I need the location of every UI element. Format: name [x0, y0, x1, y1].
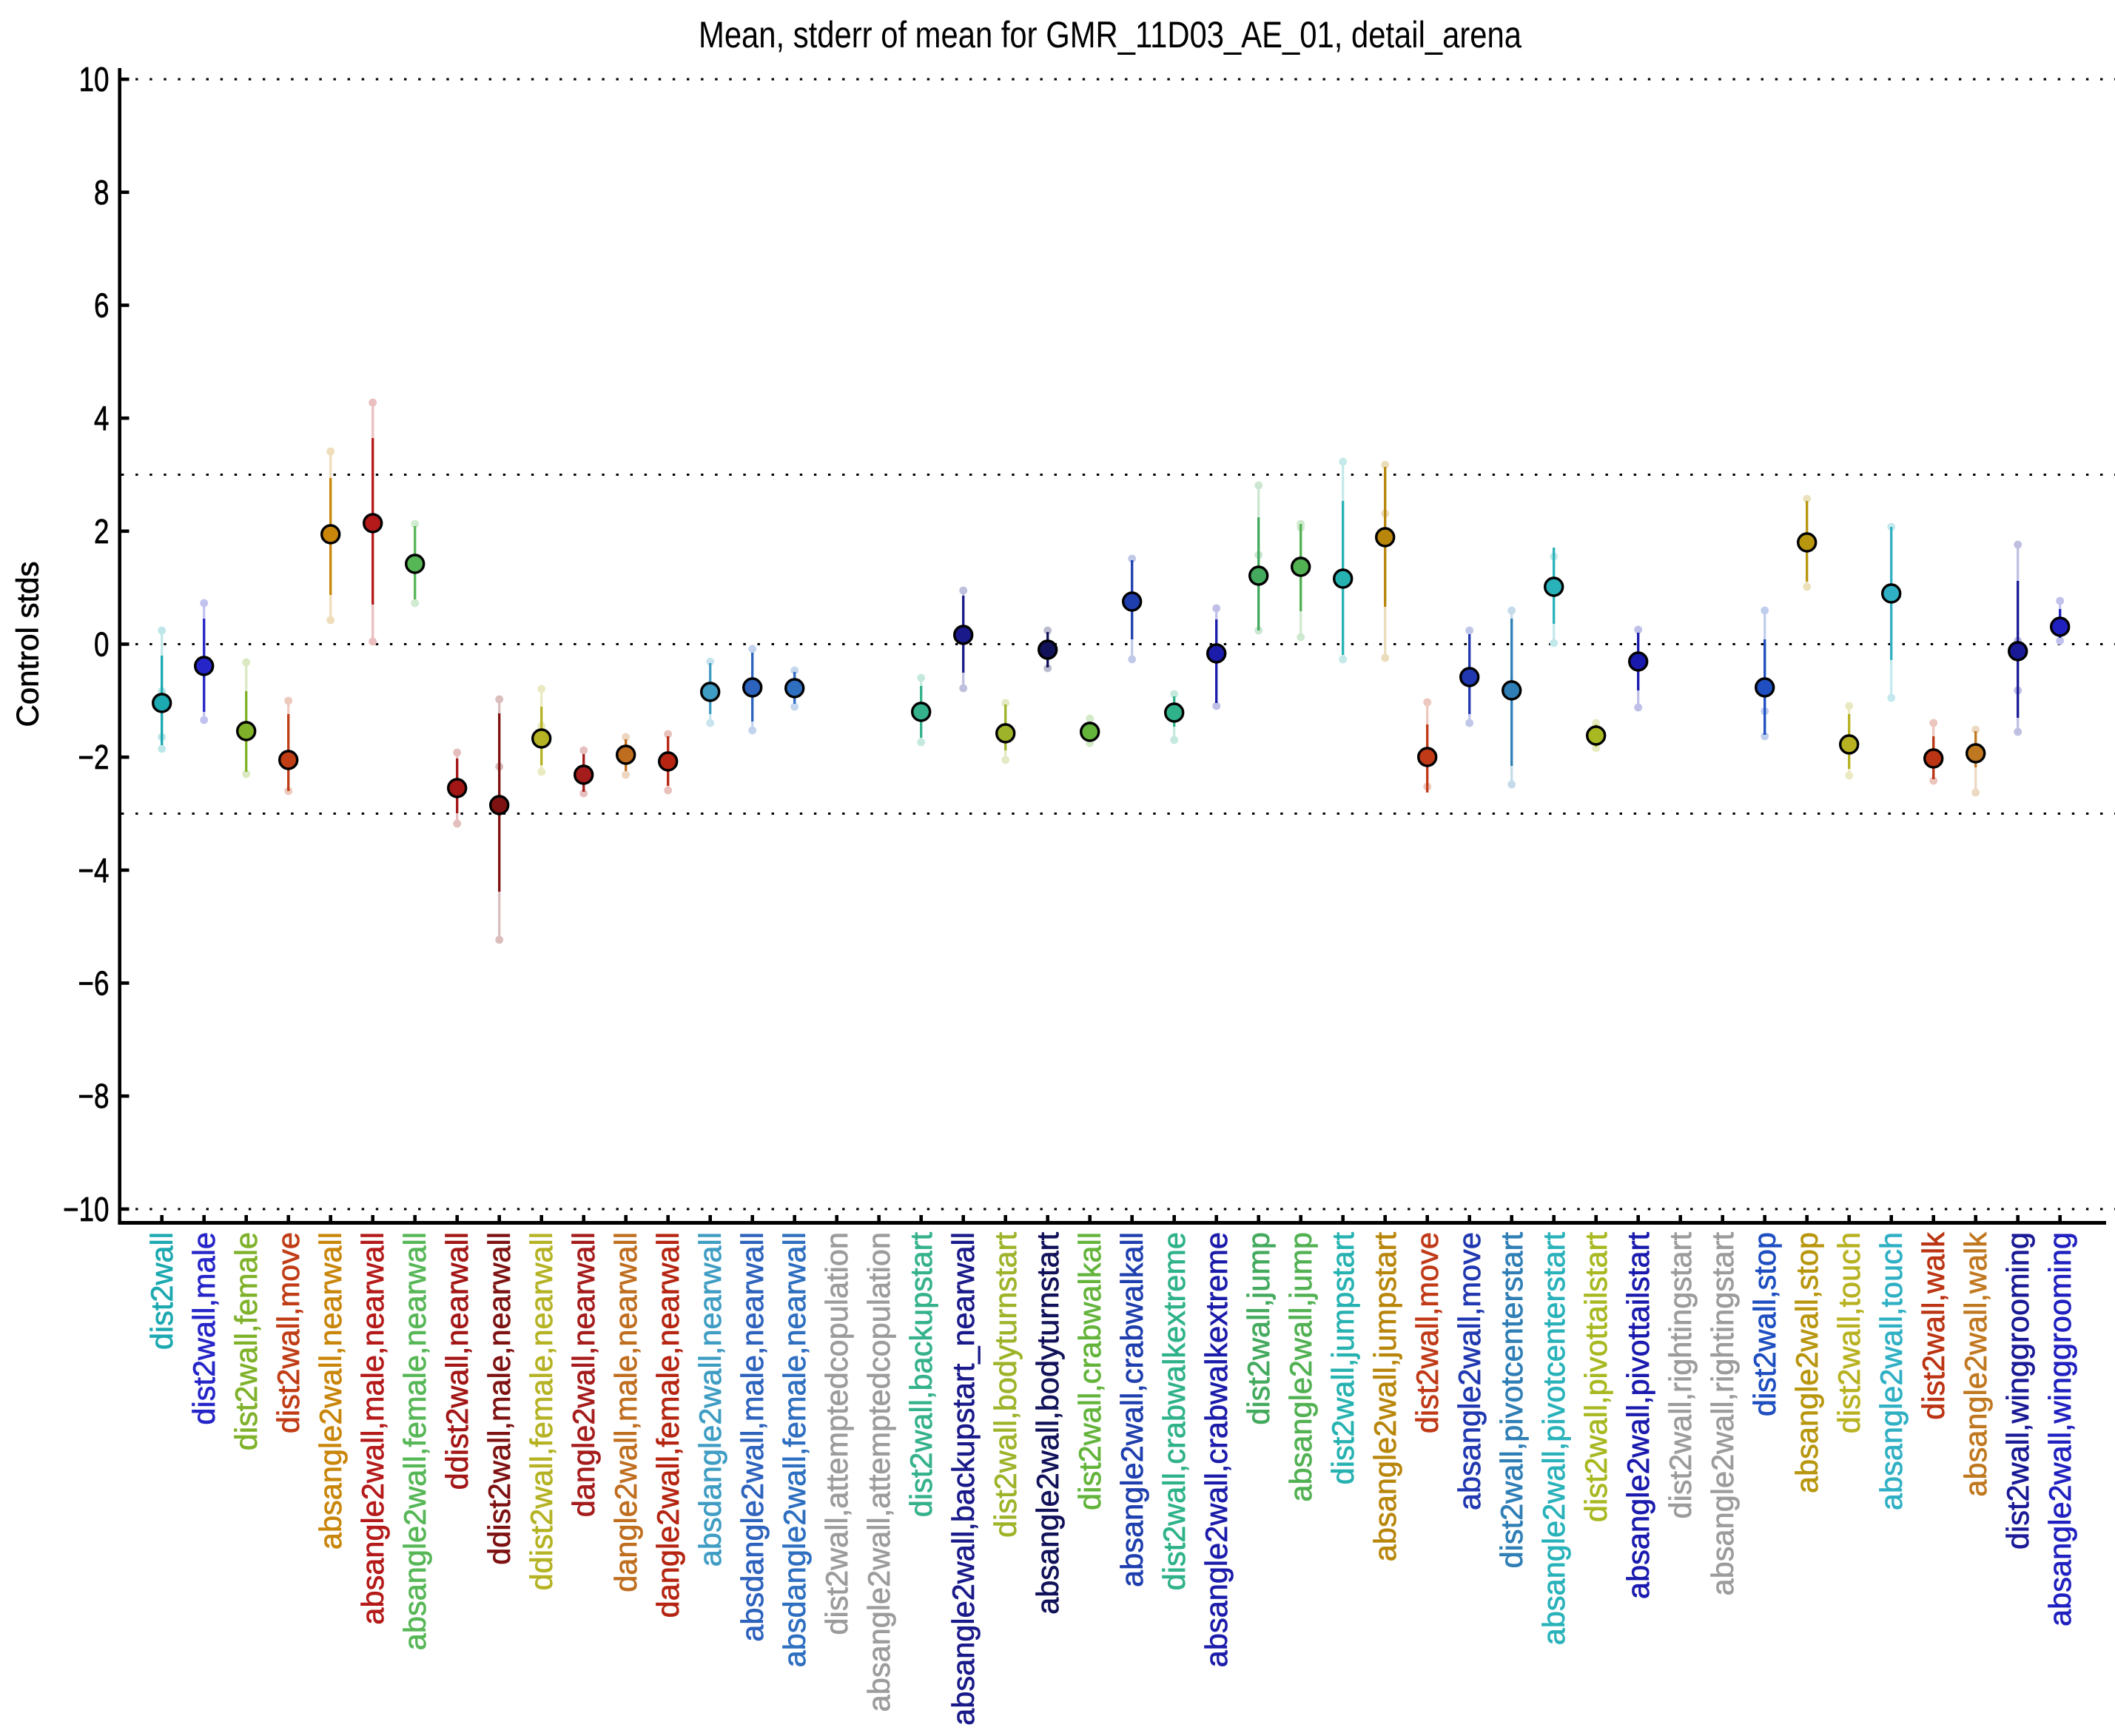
svg-text:absangle2wall,rightingstart: absangle2wall,rightingstart — [1705, 1232, 1740, 1596]
svg-text:dist2wall,winggrooming: dist2wall,winggrooming — [2000, 1232, 2035, 1550]
svg-text:absangle2wall,stop: absangle2wall,stop — [1789, 1232, 1824, 1493]
svg-text:2: 2 — [94, 512, 109, 551]
svg-text:−8: −8 — [78, 1077, 110, 1115]
svg-text:ddist2wall,male,nearwall: ddist2wall,male,nearwall — [482, 1232, 517, 1565]
svg-text:dist2wall,male: dist2wall,male — [186, 1232, 221, 1425]
svg-text:dist2wall,stop: dist2wall,stop — [1747, 1232, 1782, 1416]
svg-text:dist2wall,touch: dist2wall,touch — [1832, 1232, 1866, 1433]
svg-text:absangle2wall,touch: absangle2wall,touch — [1874, 1232, 1909, 1510]
svg-text:dist2wall,jumpstart: dist2wall,jumpstart — [1325, 1232, 1360, 1485]
svg-text:6: 6 — [94, 286, 109, 325]
svg-text:Mean, stderr of mean for GMR_1: Mean, stderr of mean for GMR_11D03_AE_01… — [699, 14, 1521, 55]
svg-text:absangle2wall,female,nearwall: absangle2wall,female,nearwall — [397, 1232, 432, 1650]
svg-text:absangle2wall,male,nearwall: absangle2wall,male,nearwall — [355, 1232, 390, 1625]
svg-text:dist2wall,crabwalkextreme: dist2wall,crabwalkextreme — [1157, 1232, 1191, 1590]
svg-text:absangle2wall,bodyturnstart: absangle2wall,bodyturnstart — [1030, 1232, 1065, 1615]
svg-text:absangle2wall,pivottailstart: absangle2wall,pivottailstart — [1621, 1232, 1655, 1599]
svg-text:8: 8 — [94, 173, 109, 212]
svg-text:absangle2wall,jump: absangle2wall,jump — [1283, 1232, 1318, 1502]
svg-text:Control stds: Control stds — [10, 561, 45, 727]
svg-text:dangle2wall,nearwall: dangle2wall,nearwall — [566, 1232, 601, 1517]
svg-text:ddist2wall,nearwall: ddist2wall,nearwall — [440, 1232, 474, 1490]
svg-text:dist2wall,move: dist2wall,move — [1410, 1232, 1445, 1433]
svg-text:absdangle2wall,nearwall: absdangle2wall,nearwall — [693, 1232, 727, 1567]
svg-text:dist2wall: dist2wall — [144, 1232, 179, 1350]
svg-text:dist2wall,pivotcenterstart: dist2wall,pivotcenterstart — [1494, 1232, 1529, 1569]
svg-text:dist2wall,crabwalkall: dist2wall,crabwalkall — [1072, 1232, 1107, 1510]
svg-text:dist2wall,jump: dist2wall,jump — [1241, 1232, 1276, 1425]
svg-text:absangle2wall,crabwalkextreme: absangle2wall,crabwalkextreme — [1199, 1232, 1234, 1667]
svg-text:dist2wall,bodyturnstart: dist2wall,bodyturnstart — [988, 1232, 1023, 1538]
svg-text:−6: −6 — [78, 964, 110, 1003]
svg-text:10: 10 — [79, 60, 110, 98]
svg-text:dist2wall,backupstart: dist2wall,backupstart — [904, 1232, 938, 1518]
svg-text:4: 4 — [94, 399, 109, 437]
svg-text:ddist2wall,female,nearwall: ddist2wall,female,nearwall — [524, 1232, 559, 1590]
svg-text:absangle2wall,jumpstart: absangle2wall,jumpstart — [1368, 1232, 1402, 1562]
svg-text:absangle2wall,crabwalkall: absangle2wall,crabwalkall — [1114, 1232, 1149, 1587]
svg-text:absangle2wall,pivotcenterstart: absangle2wall,pivotcenterstart — [1536, 1232, 1571, 1646]
svg-text:absangle2wall,move: absangle2wall,move — [1452, 1232, 1487, 1510]
svg-text:−4: −4 — [78, 851, 110, 889]
svg-text:0: 0 — [94, 625, 109, 664]
svg-text:dist2wall,pivottailstart: dist2wall,pivottailstart — [1578, 1232, 1613, 1523]
svg-text:dangle2wall,male,nearwall: dangle2wall,male,nearwall — [608, 1232, 643, 1592]
svg-text:absangle2wall,attemptedcopulat: absangle2wall,attemptedcopulation — [861, 1232, 896, 1712]
svg-text:dist2wall,female: dist2wall,female — [229, 1232, 263, 1450]
svg-text:dist2wall,walk: dist2wall,walk — [1916, 1232, 1951, 1420]
svg-text:absangle2wall,winggrooming: absangle2wall,winggrooming — [2042, 1232, 2077, 1626]
svg-text:absangle2wall,nearwall: absangle2wall,nearwall — [313, 1232, 348, 1550]
svg-text:−10: −10 — [63, 1190, 109, 1228]
svg-text:absdangle2wall,male,nearwall: absdangle2wall,male,nearwall — [735, 1232, 770, 1642]
svg-text:absdangle2wall,female,nearwall: absdangle2wall,female,nearwall — [777, 1232, 812, 1667]
svg-text:dist2wall,move: dist2wall,move — [271, 1232, 306, 1433]
svg-text:dangle2wall,female,nearwall: dangle2wall,female,nearwall — [650, 1232, 685, 1618]
svg-text:absangle2wall,walk: absangle2wall,walk — [1958, 1232, 1993, 1497]
svg-text:dist2wall,rightingstart: dist2wall,rightingstart — [1663, 1232, 1698, 1519]
svg-text:absangle2wall,backupstart_near: absangle2wall,backupstart_nearwall — [946, 1232, 981, 1726]
svg-text:dist2wall,attemptedcopulation: dist2wall,attemptedcopulation — [819, 1232, 854, 1635]
svg-text:−2: −2 — [78, 738, 110, 776]
